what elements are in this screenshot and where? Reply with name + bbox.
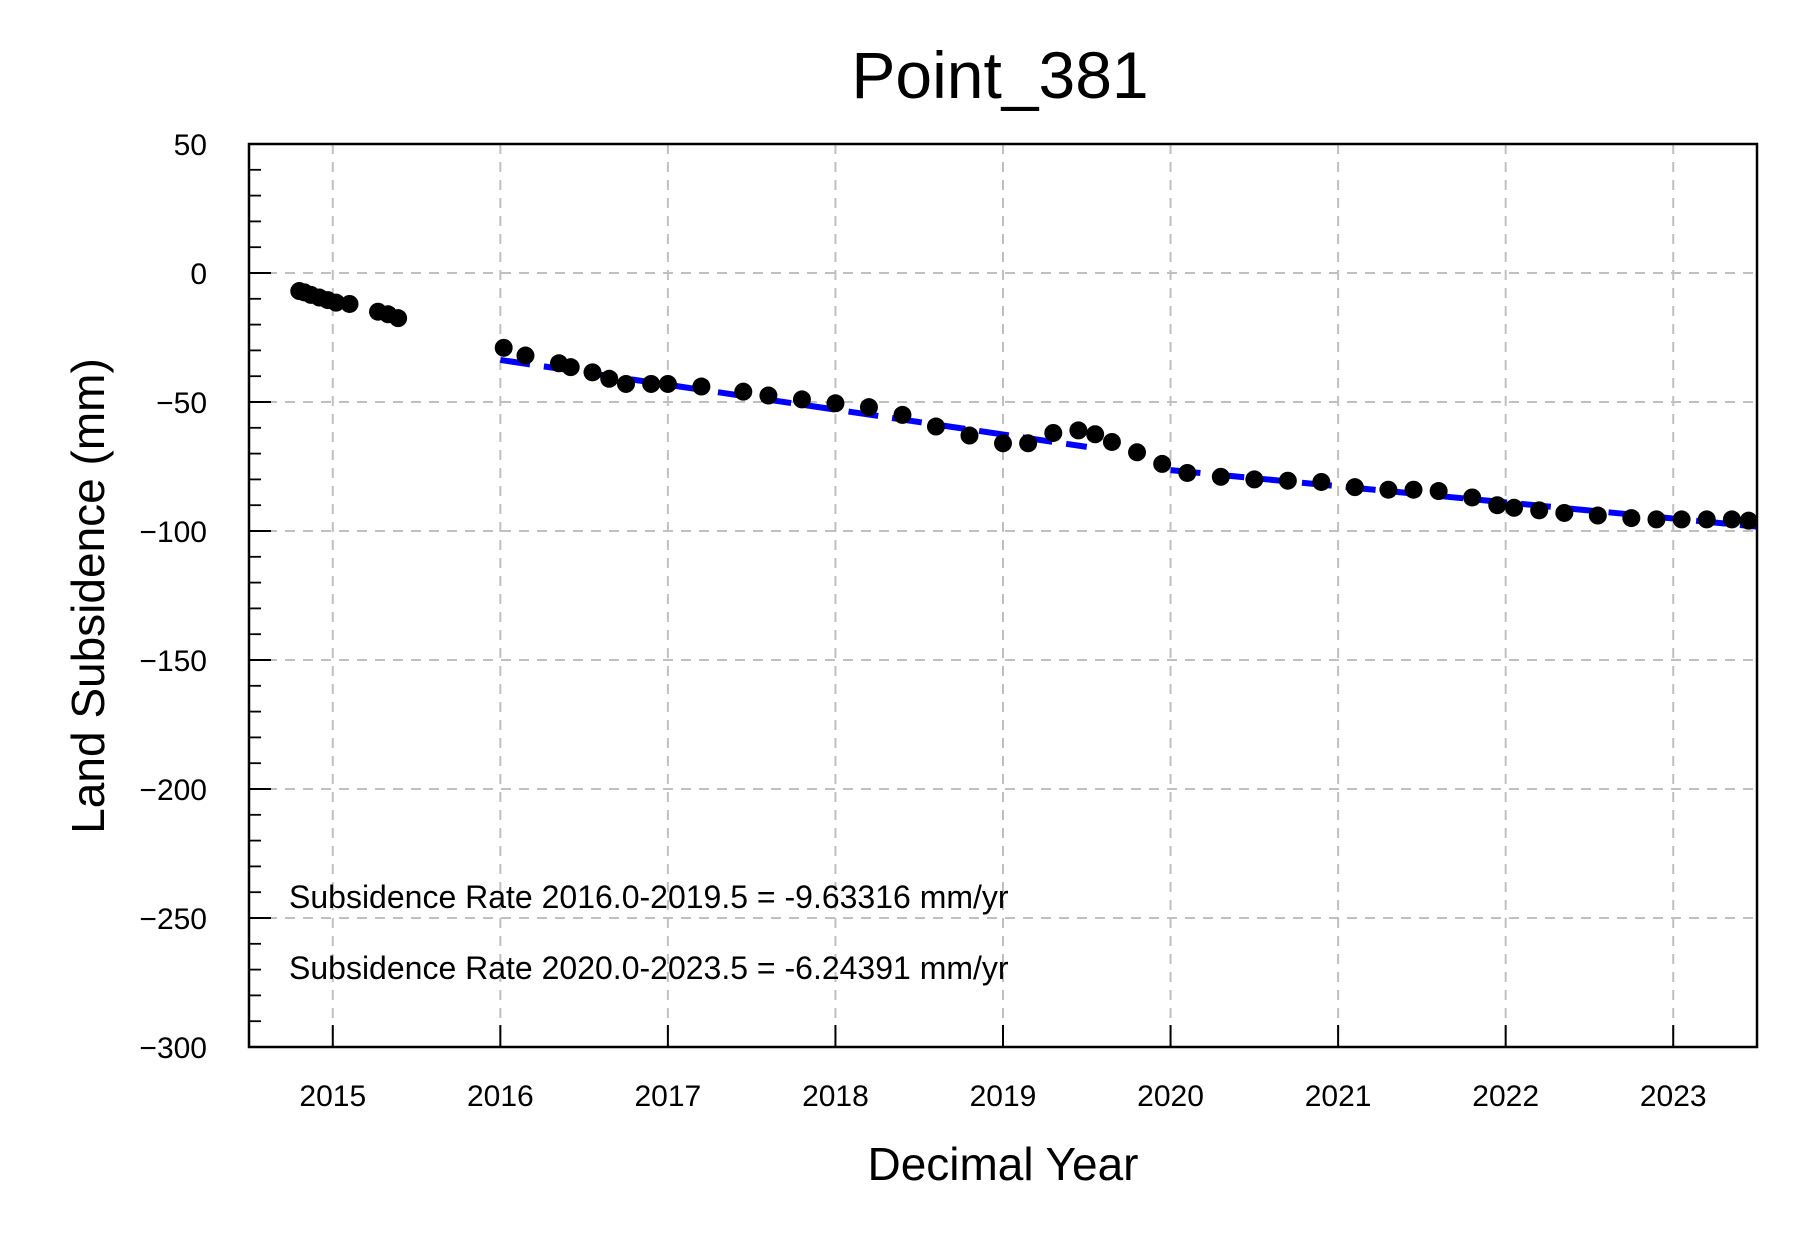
data-point xyxy=(516,346,535,365)
data-point xyxy=(1278,471,1297,490)
grid-lines xyxy=(249,143,1757,1048)
x-tick-label: 2023 xyxy=(1640,1080,1707,1113)
data-point xyxy=(1044,423,1063,442)
annotations: Subsidence Rate 2016.0-2019.5 = -9.63316… xyxy=(289,879,1009,986)
data-point xyxy=(1647,510,1666,529)
data-point xyxy=(1555,503,1574,522)
data-point xyxy=(1178,463,1197,482)
data-point xyxy=(1672,510,1691,529)
data-point xyxy=(1505,498,1524,517)
data-point xyxy=(1429,482,1448,501)
data-point xyxy=(1211,467,1230,486)
data-point xyxy=(1404,480,1423,499)
data-point xyxy=(1488,496,1507,515)
x-tick-label: 2019 xyxy=(970,1080,1037,1113)
data-point xyxy=(327,293,346,312)
data-point xyxy=(759,386,778,405)
y-tick-label: −300 xyxy=(139,1032,207,1065)
data-point xyxy=(826,394,845,413)
x-tick-label: 2016 xyxy=(467,1080,534,1113)
axis-ticks: 2015 2016 2017 2018 2019 2020 2021 2022 2023 50 0 −… xyxy=(139,129,1706,1113)
x-tick-label: 2021 xyxy=(1305,1080,1372,1113)
data-point xyxy=(926,417,945,436)
data-point xyxy=(617,374,635,393)
data-point xyxy=(658,374,677,393)
rate-annotation: Subsidence Rate 2020.0-2023.5 = -6.24391… xyxy=(289,950,1009,986)
y-tick-label: −50 xyxy=(156,387,207,420)
x-tick-label: 2017 xyxy=(635,1080,702,1113)
data-point xyxy=(1128,443,1147,462)
chart-title: Point_381 xyxy=(851,38,1148,112)
x-tick-label: 2015 xyxy=(299,1080,366,1113)
data-point xyxy=(1245,470,1264,489)
data-point xyxy=(1622,509,1641,528)
x-tick-label: 2022 xyxy=(1472,1080,1539,1113)
data-point xyxy=(494,338,513,357)
data-point xyxy=(642,374,661,393)
data-point xyxy=(600,369,619,388)
y-tick-label: −100 xyxy=(139,516,207,549)
data-point xyxy=(561,358,580,377)
data-point xyxy=(1019,434,1038,453)
y-tick-label: −200 xyxy=(139,774,207,807)
x-axis-label: Decimal Year xyxy=(867,1138,1138,1190)
data-point xyxy=(994,434,1012,453)
data-point xyxy=(1312,472,1331,491)
data-point xyxy=(389,309,408,328)
data-point xyxy=(792,390,811,409)
data-point xyxy=(1530,501,1549,520)
plot-frame xyxy=(247,142,1759,1049)
y-tick-label: 50 xyxy=(174,129,207,162)
data-point xyxy=(1739,511,1758,530)
y-tick-label: 0 xyxy=(190,258,207,291)
data-point xyxy=(1463,488,1482,507)
y-minor-ticks xyxy=(249,168,261,1023)
x-tick-label: 2018 xyxy=(802,1080,869,1113)
data-point xyxy=(734,382,753,401)
data-point xyxy=(859,398,878,417)
data-point xyxy=(583,363,602,382)
data-point xyxy=(1722,510,1741,529)
data-point xyxy=(1588,506,1607,525)
rate-annotation: Subsidence Rate 2016.0-2019.5 = -9.63316… xyxy=(289,879,1009,915)
data-point xyxy=(893,405,912,424)
data-point xyxy=(692,377,711,396)
data-point xyxy=(1086,425,1105,444)
data-point xyxy=(1069,421,1088,440)
data-point xyxy=(1697,510,1716,529)
data-points xyxy=(290,282,1758,530)
data-point xyxy=(1345,478,1364,497)
data-point xyxy=(1153,454,1172,473)
data-point xyxy=(1379,480,1398,499)
y-axis-label: Land Subsidence (mm) xyxy=(62,358,114,834)
data-point xyxy=(1102,432,1121,451)
x-tick-label: 2020 xyxy=(1137,1080,1204,1113)
fit-lines xyxy=(499,356,1758,530)
y-tick-label: −250 xyxy=(139,903,207,936)
data-point xyxy=(960,426,979,445)
y-tick-label: −150 xyxy=(139,645,207,678)
data-point xyxy=(340,294,359,313)
